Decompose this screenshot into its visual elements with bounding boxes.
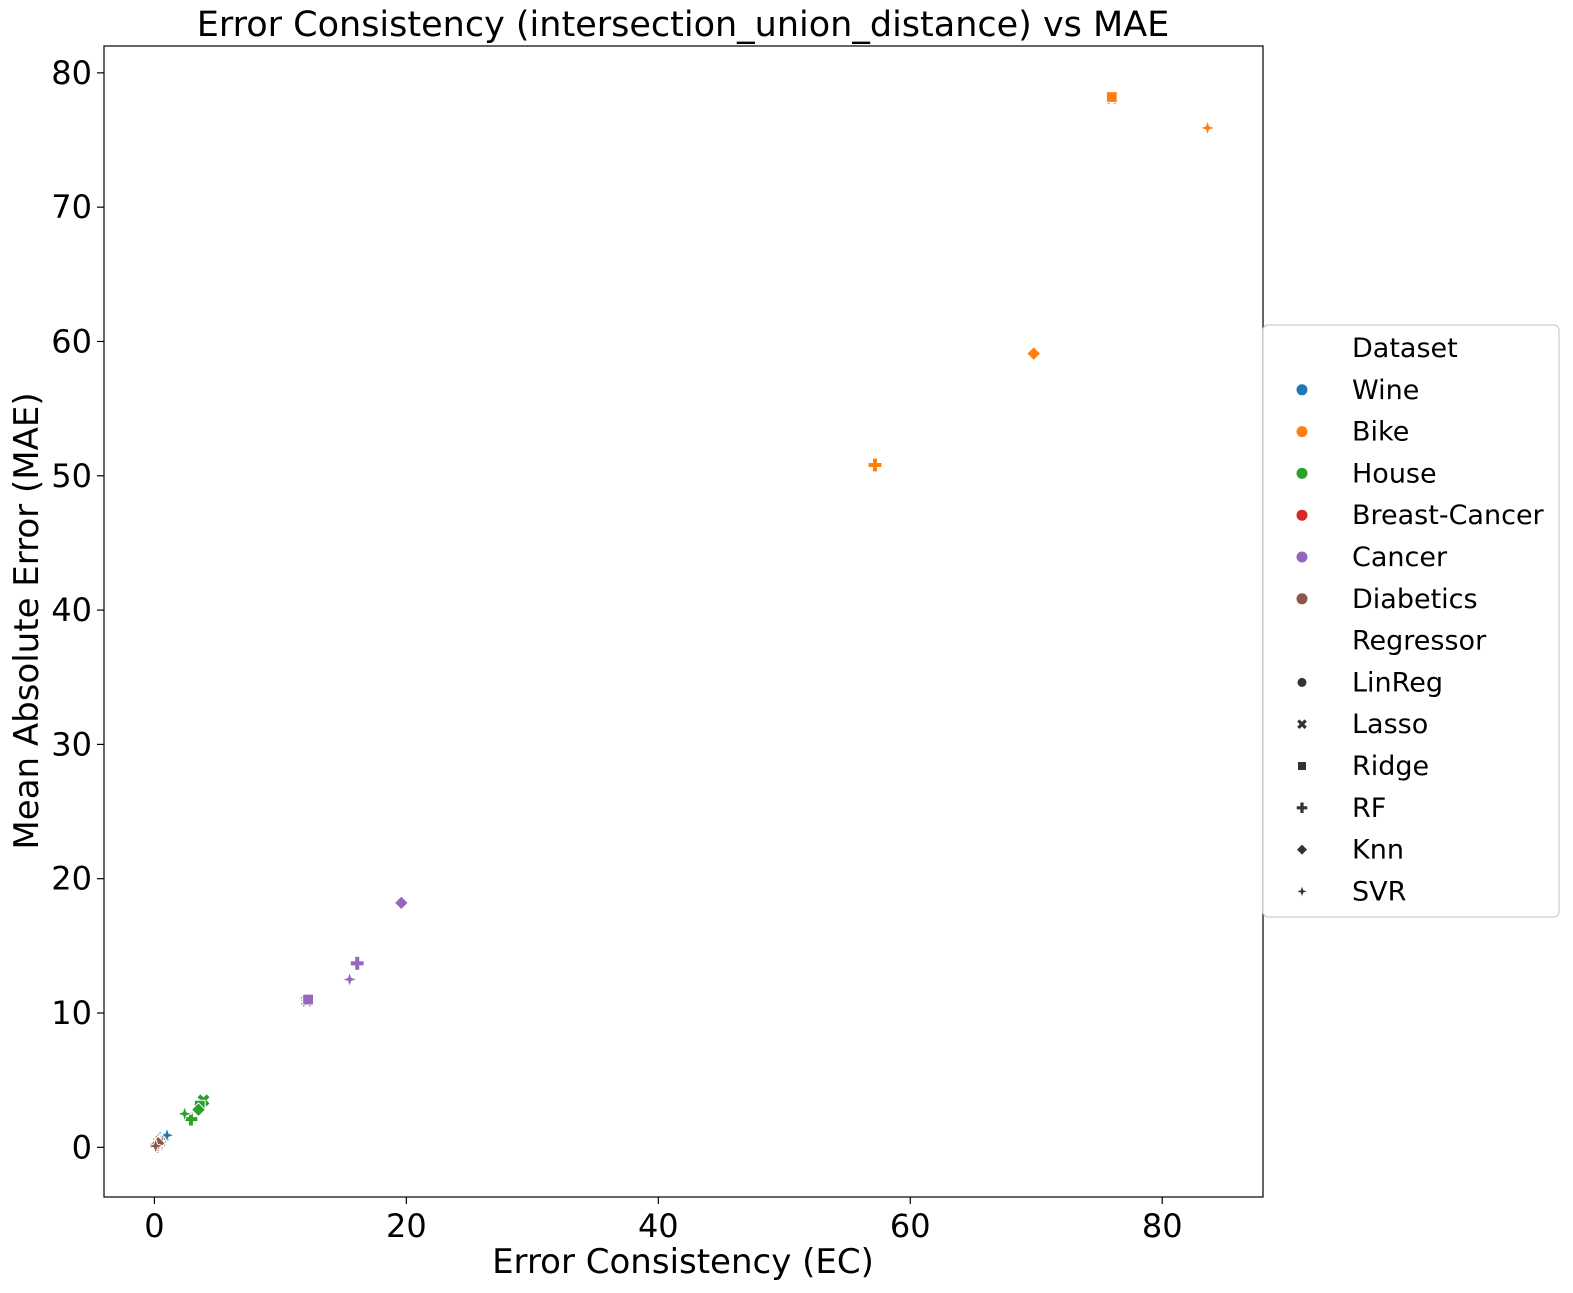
y-tick-label: 20 — [51, 860, 92, 898]
y-tick-label: 10 — [51, 994, 92, 1032]
legend-marker-wine — [1296, 384, 1308, 396]
legend: Dataset Wine Bike House Breast-Cancer Cancer D… — [1262, 324, 1560, 918]
legend-marker-knn — [1295, 843, 1309, 857]
x-axis: 0 20 40 60 80 — [144, 1197, 1183, 1245]
plot-area-frame — [103, 45, 1264, 1198]
legend-marker-bike — [1296, 426, 1308, 438]
legend-marker-breast-cancer — [1296, 509, 1308, 521]
y-tick-label: 30 — [51, 725, 92, 763]
legend-marker-cancer — [1296, 551, 1308, 563]
y-tick-label: 60 — [51, 322, 92, 360]
legend-label-house: House — [1352, 458, 1437, 489]
legend-dataset-title: Dataset — [1352, 333, 1458, 364]
legend-regressor-title: Regressor — [1352, 626, 1487, 657]
y-tick-label: 50 — [51, 457, 92, 495]
point-wine-svr — [157, 1126, 177, 1145]
point-bike-svr — [1198, 118, 1217, 137]
point-cancer-rf — [349, 955, 365, 971]
x-axis-title: Error Consistency (EC) — [492, 1242, 874, 1282]
x-tick-label: 40 — [638, 1207, 679, 1245]
legend-label-ridge: Ridge — [1352, 751, 1429, 782]
point-bike-knn — [1026, 345, 1042, 362]
y-tick-label: 80 — [51, 54, 92, 92]
legend-label-diabetics: Diabetics — [1352, 584, 1478, 615]
legend-label-rf: RF — [1352, 793, 1386, 824]
legend-label-wine: Wine — [1352, 375, 1419, 406]
data-points — [146, 90, 1217, 1156]
legend-marker-rf — [1295, 801, 1309, 815]
point-bike-ridge — [1105, 91, 1118, 103]
legend-marker-linreg — [1296, 676, 1308, 688]
legend-marker-lasso — [1295, 717, 1309, 731]
y-axis-title: Mean Absolute Error (MAE) — [7, 392, 47, 849]
point-diabetics-svr — [146, 1136, 165, 1156]
chart-title: Error Consistency (intersection_union_di… — [197, 5, 1170, 45]
legend-box — [1262, 324, 1560, 918]
point-house-svr — [175, 1104, 194, 1123]
point-house-knn — [190, 1102, 207, 1118]
legend-label-knn: Knn — [1352, 835, 1404, 866]
legend-marker-diabetics — [1296, 593, 1308, 605]
legend-marker-ridge — [1297, 761, 1307, 771]
y-tick-label: 70 — [51, 188, 92, 226]
x-tick-label: 0 — [144, 1207, 164, 1245]
legend-label-svr: SVR — [1352, 876, 1406, 907]
legend-marker-svr — [1294, 883, 1310, 900]
point-cancer-svr — [340, 970, 359, 989]
legend-label-breast-cancer: Breast-Cancer — [1352, 500, 1545, 531]
point-cancer-knn — [393, 895, 409, 911]
y-tick-label: 40 — [51, 591, 92, 629]
legend-label-cancer: Cancer — [1352, 542, 1448, 573]
point-bike-rf — [867, 457, 883, 473]
legend-label-bike: Bike — [1352, 417, 1409, 448]
x-tick-label: 20 — [386, 1207, 427, 1245]
point-cancer-ridge — [302, 993, 314, 1006]
legend-label-linreg: LinReg — [1352, 667, 1443, 698]
y-tick-label: 0 — [72, 1128, 92, 1166]
legend-marker-house — [1296, 467, 1308, 479]
x-tick-label: 80 — [1142, 1207, 1183, 1245]
y-axis: 0 10 20 30 40 50 60 70 80 — [51, 54, 104, 1166]
legend-label-lasso: Lasso — [1352, 709, 1428, 740]
x-tick-label: 60 — [890, 1207, 931, 1245]
